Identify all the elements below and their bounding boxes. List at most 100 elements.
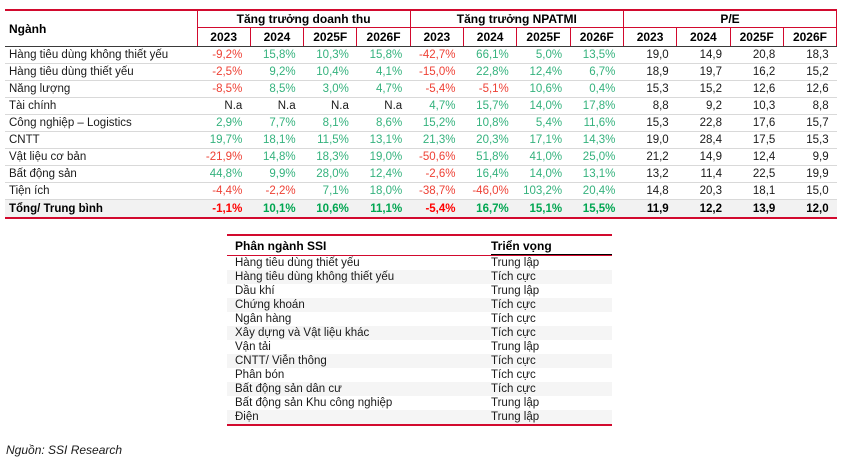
metric-value: 3,0%: [303, 80, 357, 98]
metric-value: 22,5: [730, 165, 784, 183]
metric-value: 5,0%: [516, 46, 571, 64]
metric-value: 16,2: [730, 63, 784, 81]
metric-value: -46,0%: [463, 182, 517, 200]
metric-value: 103,2%: [516, 182, 571, 200]
metric-value: 51,8%: [463, 148, 517, 166]
metric-value: 18,0%: [356, 182, 411, 200]
metric-value: 4,7%: [410, 97, 464, 115]
metric-value: 17,6: [730, 114, 784, 132]
outlook-sector-name: Bất động sản Khu công nghiệp: [235, 397, 393, 409]
outlook-sector-name: Bất động sản dân cư: [227, 382, 483, 396]
metric-value: 2,9%: [197, 114, 251, 132]
outlook-row: Phân bón Tích cực: [227, 368, 612, 382]
metric-value: N.a: [303, 97, 357, 115]
metric-value: -50,6%: [410, 148, 464, 166]
table-row: Tiện ích -4,4% -2,2% 7,1% 18,0% -38,7% -46,0% 1…: [5, 182, 837, 200]
metric-value: 15,2: [783, 63, 837, 81]
metric-value: 12,6: [783, 80, 837, 98]
metric-value: 8,1%: [303, 114, 357, 132]
year-header: 2026F: [569, 27, 624, 47]
metric-value: 15,3: [783, 131, 837, 149]
metric-value: 15,8%: [356, 46, 411, 64]
sector-metrics-table: Ngành Tăng trưởng doanh thu Tăng trưởng …: [5, 9, 838, 219]
metric-value: 15,2%: [410, 114, 464, 132]
metric-value: -1,1%: [197, 199, 251, 219]
metric-value: -9,2%: [197, 46, 251, 64]
metric-value: 41,0%: [516, 148, 571, 166]
metric-value: 10,8%: [463, 114, 517, 132]
metric-value: 10,1%: [250, 199, 304, 219]
year-header: 2024: [462, 27, 517, 47]
metric-value: 10,3: [730, 97, 784, 115]
metric-value: 8,6%: [356, 114, 411, 132]
metric-value: 12,4: [730, 148, 784, 166]
metric-value: 11,9: [623, 199, 677, 219]
sector-name: Tiện ích: [5, 182, 197, 200]
metric-value: -2,5%: [197, 63, 251, 81]
outlook-header-label: Triển vọng: [491, 239, 612, 255]
sector-name: Công nghiệp – Logistics: [5, 114, 197, 132]
outlook-sector-name: Điện: [227, 410, 483, 426]
year-header: 2026F: [356, 27, 411, 47]
metric-value: 11,6%: [570, 114, 624, 132]
column-header-sector: Ngành: [5, 10, 197, 47]
outlook-value: Tích cực: [483, 270, 612, 284]
sector-name: Hàng tiêu dùng không thiết yếu: [5, 46, 197, 64]
group-header-npatmi-growth: Tăng trưởng NPATMI: [409, 10, 624, 28]
outlook-sector-name: Chứng khoán: [227, 298, 483, 312]
metric-value: 6,7%: [570, 63, 624, 81]
metric-value: 15,5%: [570, 199, 624, 219]
metric-value: 15,1%: [516, 199, 571, 219]
outlook-row: Bất động sản Khu công nghiệp Trung lập: [227, 396, 612, 410]
metric-value: 15,2: [676, 80, 730, 98]
outlook-sector-name: Phân bón: [235, 369, 285, 381]
metric-value: 11,5%: [303, 131, 357, 149]
outlook-table-body: Hàng tiêu dùng thiết yếu Trung lập Hàng ti…: [227, 256, 612, 426]
metric-value: N.a: [197, 97, 251, 115]
metric-value: 14,9: [676, 46, 730, 64]
table-row: Tài chính N.a N.a N.a N.a 4,7% 15,7% 14,0% 17,8%…: [5, 97, 837, 115]
metric-value: 7,1%: [303, 182, 357, 200]
table-row: Hàng tiêu dùng không thiết yếu -9,2% 15,8%…: [5, 46, 837, 64]
outlook-row: Ngân hàng Tích cực: [227, 312, 612, 326]
outlook-value: Tích cực: [491, 369, 536, 381]
outlook-row: Bất động sản dân cư Tích cực: [227, 382, 612, 396]
sector-table-body: Hàng tiêu dùng không thiết yếu -9,2% 15,8%…: [5, 46, 837, 219]
metric-value: 8,8: [623, 97, 677, 115]
metric-value: 14,9: [676, 148, 730, 166]
year-header: 2023: [622, 27, 677, 47]
sector-name: CNTT: [5, 131, 197, 149]
metric-value: 12,4%: [516, 63, 571, 81]
metric-value: N.a: [356, 97, 411, 115]
outlook-sector-name: Hàng tiêu dùng thiết yếu: [235, 257, 360, 269]
group-header-row: Ngành Tăng trưởng doanh thu Tăng trưởng …: [5, 10, 838, 47]
metric-value: 13,1%: [570, 165, 624, 183]
outlook-value: Tích cực: [483, 326, 612, 340]
metric-value: 15,0: [783, 182, 837, 200]
metric-value: 20,3%: [463, 131, 517, 149]
year-header: 2024: [249, 27, 304, 47]
outlook-row: CNTT/ Viễn thông Tích cực: [227, 354, 612, 368]
metric-value: 13,2: [623, 165, 677, 183]
metric-value: 14,0%: [516, 165, 571, 183]
metric-value: 14,8: [623, 182, 677, 200]
sector-outlook-table: Phân ngành SSI Triển vọng Hàng tiêu dùng…: [227, 234, 612, 426]
group-header-revenue-growth: Tăng trưởng doanh thu: [196, 10, 411, 28]
outlook-value: Trung lập: [491, 285, 540, 297]
metric-value: 25,0%: [570, 148, 624, 166]
metric-value: 20,4%: [570, 182, 624, 200]
outlook-sector-name: Hàng tiêu dùng không thiết yếu: [227, 270, 483, 284]
table-row: Bất động sản 44,8% 9,9% 28,0% 12,4% -2,6% 16,4…: [5, 165, 837, 183]
metric-value: 19,9: [783, 165, 837, 183]
table-row: Hàng tiêu dùng thiết yếu -2,5% 9,2% 10,4% 4,…: [5, 63, 837, 81]
metric-value: -5,1%: [463, 80, 517, 98]
metric-value: 12,0: [783, 199, 837, 219]
metric-value: 8,8: [783, 97, 837, 115]
table-row: Công nghiệp – Logistics 2,9% 7,7% 8,1% 8,6% 1…: [5, 114, 837, 132]
metric-value: 28,4: [676, 131, 730, 149]
metric-value: 9,9: [783, 148, 837, 166]
year-header: 2023: [196, 27, 251, 47]
metric-value: N.a: [250, 97, 304, 115]
metric-value: -5,4%: [410, 199, 464, 219]
metric-value: 66,1%: [463, 46, 517, 64]
